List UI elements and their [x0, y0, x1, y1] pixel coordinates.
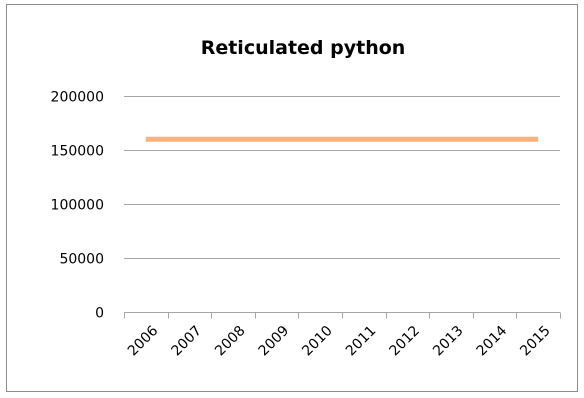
- x-tick-label: 2010: [299, 323, 336, 360]
- gridlines: [124, 96, 560, 259]
- x-tick-label: 2015: [517, 323, 554, 360]
- x-axis-tick-labels: 2006 2007 2008 2009 2010 2011 2012 2013 2014 2015: [125, 323, 554, 360]
- line-chart: Reticulated python 0 50000 100000 150000 200…: [51, 37, 561, 360]
- x-tick-label: 2013: [430, 323, 467, 360]
- y-axis-tick-labels: 0 50000 100000 150000 200000: [51, 90, 104, 322]
- x-tick-label: 2011: [343, 323, 380, 360]
- x-tick-label: 2009: [256, 323, 293, 360]
- x-tick-label: 2014: [474, 323, 511, 360]
- y-tick-label: 150000: [51, 144, 104, 160]
- x-tick-label: 2012: [386, 323, 423, 360]
- y-tick-label: 200000: [51, 90, 104, 106]
- x-tick-label: 2006: [125, 323, 162, 360]
- chart-container: Reticulated python 0 50000 100000 150000 200…: [6, 4, 578, 392]
- y-tick-label: 0: [95, 306, 104, 322]
- x-tick-label: 2008: [212, 323, 249, 360]
- chart-title: Reticulated python: [201, 37, 406, 59]
- x-axis: [124, 312, 561, 319]
- y-tick-label: 100000: [51, 198, 104, 214]
- y-tick-label: 50000: [59, 252, 104, 268]
- x-tick-label: 2007: [168, 323, 205, 360]
